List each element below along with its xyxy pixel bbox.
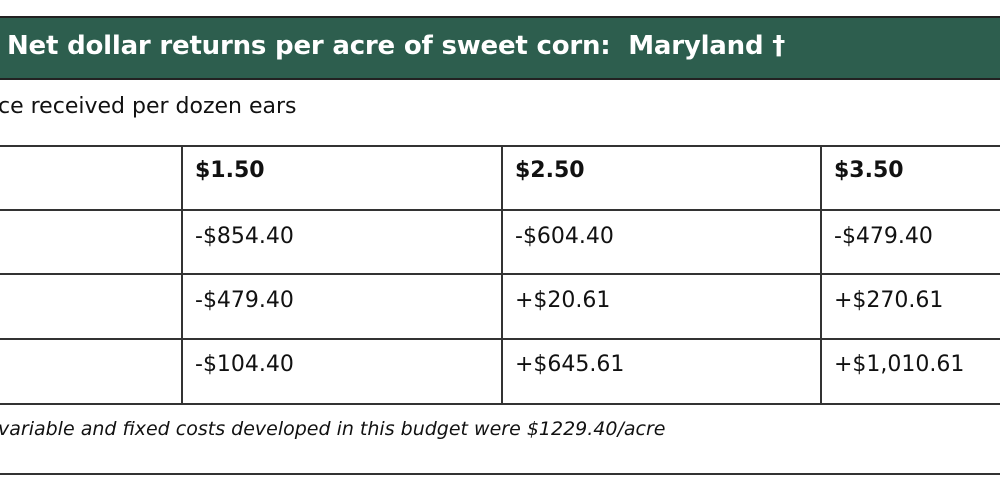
table-title: Net dollar returns per acre of sweet cor… (7, 31, 786, 61)
footnote: variable and fixed costs developed in th… (0, 418, 666, 440)
table-cell: -$604.40 (515, 224, 614, 249)
bottom-rule (0, 473, 1000, 475)
table-cell: +$20.61 (515, 288, 611, 313)
table-divider (0, 209, 1000, 211)
column-header-1-50: $1.50 (195, 158, 265, 183)
title-band: Net dollar returns per acre of sweet cor… (0, 16, 1000, 80)
column-header-3-50: $3.50 (834, 158, 904, 183)
table-cell: +$270.61 (834, 288, 944, 313)
column-header-2-50: $2.50 (515, 158, 585, 183)
column-divider (181, 145, 183, 405)
table-divider (0, 338, 1000, 340)
table-cell: -$104.40 (195, 352, 294, 377)
table-divider (0, 273, 1000, 275)
table-cell: -$854.40 (195, 224, 294, 249)
table-subtitle: ce received per dozen ears (0, 94, 297, 119)
table-cell: +$645.61 (515, 352, 625, 377)
column-divider (501, 145, 503, 405)
table-divider (0, 145, 1000, 147)
table-cell: -$479.40 (834, 224, 933, 249)
table-cell: -$479.40 (195, 288, 294, 313)
table-divider (0, 403, 1000, 405)
table-cell: +$1,010.61 (834, 352, 965, 377)
column-divider (820, 145, 822, 405)
